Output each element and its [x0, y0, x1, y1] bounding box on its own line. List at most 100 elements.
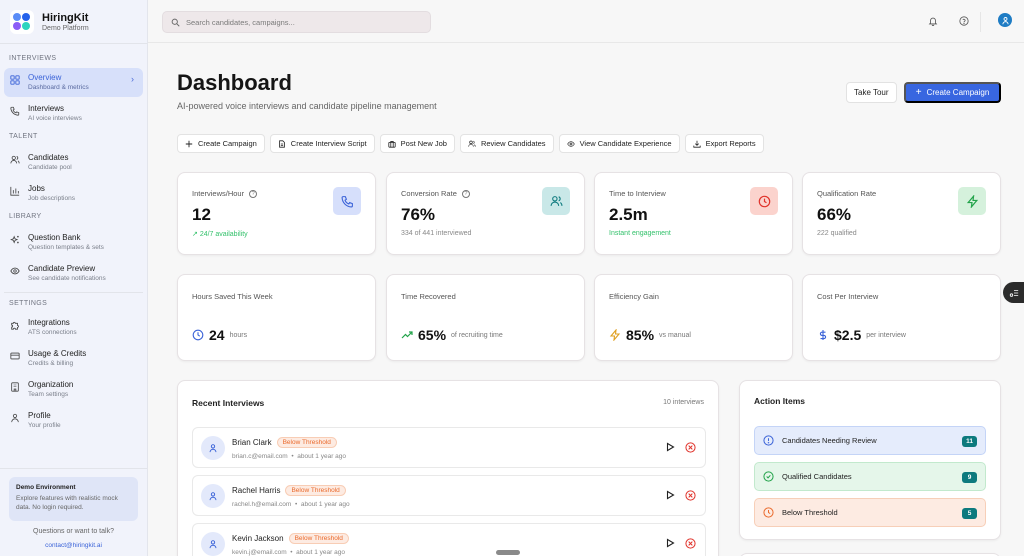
sidebar-item-candidates[interactable]: Candidates Candidate pool [4, 148, 143, 177]
sidebar-item-integrations[interactable]: Integrations ATS connections [4, 313, 143, 342]
status-badge: Below Threshold [276, 437, 337, 448]
nav-section-library: LIBRARY [9, 213, 42, 220]
brand-logo-icon [10, 9, 34, 34]
stat-value: 85% [626, 327, 655, 343]
quick-action-export-reports[interactable]: Export Reports [684, 134, 764, 153]
sidebar-item-label: Integrations [28, 318, 70, 327]
sidebar-item-organization[interactable]: Organization Team settings [4, 375, 143, 404]
quick-action-label: View Candidate Experience [579, 139, 672, 148]
clock-icon [192, 329, 204, 341]
sidebar-item-label: Question Bank [28, 233, 81, 242]
interview-row[interactable]: Kevin Jackson Below Threshold kevin.j@ema… [192, 523, 706, 556]
quick-action-create-interview-script[interactable]: Create Interview Script [269, 134, 375, 153]
sidebar-item-interviews[interactable]: Interviews AI voice interviews [4, 99, 143, 128]
quick-action-post-new-job[interactable]: Post New Job [379, 134, 455, 153]
help-icon[interactable] [958, 15, 969, 26]
quick-action-create-campaign[interactable]: Create Campaign [177, 134, 265, 153]
interview-row[interactable]: Brian Clark Below Threshold brian.c@email… [192, 427, 706, 468]
document-icon [278, 139, 285, 148]
quick-action-label: Export Reports [705, 139, 756, 148]
stat-unit: hours [229, 331, 248, 339]
nav-section-talent: TALENT [9, 133, 38, 140]
play-icon[interactable] [665, 442, 675, 452]
action-item-below-threshold[interactable]: Below Threshold 5 [754, 498, 986, 527]
sidebar-item-usage-credits[interactable]: Usage & Credits Credits & billing [4, 344, 143, 373]
sidebar-item-label: Candidate Preview [28, 264, 96, 273]
sidebar-item-label: Overview [28, 73, 62, 82]
sidebar-item-label: Candidates [28, 153, 69, 162]
kpi-label: Conversion Rate [401, 189, 457, 198]
stat-value: $2.5 [834, 327, 862, 343]
clock-icon [763, 507, 774, 518]
user-icon [209, 492, 217, 501]
candidate-meta: kevin.j@email.com • about 1 year ago [232, 549, 345, 556]
user-icon [209, 444, 217, 453]
stat-label: Time Recovered [401, 292, 456, 301]
kpi-label: Interviews/Hour [192, 189, 245, 198]
create-campaign-label: Create Campaign [926, 88, 990, 97]
play-icon[interactable] [665, 538, 675, 548]
play-icon[interactable] [665, 490, 675, 500]
user-icon [10, 413, 20, 423]
search-input[interactable] [186, 17, 406, 27]
sidebar-item-candidate-preview[interactable]: Candidate Preview See candidate notifica… [4, 259, 143, 288]
action-label: Below Threshold [782, 508, 838, 517]
reject-icon[interactable] [685, 442, 696, 453]
users-icon [542, 187, 570, 215]
brand[interactable]: HiringKit Demo Platform [0, 0, 147, 44]
quick-action-label: Review Candidates [480, 139, 546, 148]
help-icon[interactable]: ? [249, 189, 258, 198]
plus-icon [185, 140, 193, 147]
user-avatar[interactable] [998, 13, 1012, 27]
reject-icon[interactable] [685, 538, 696, 549]
quick-action-review-candidates[interactable]: Review Candidates [459, 134, 554, 153]
take-tour-button[interactable]: Take Tour [846, 82, 897, 103]
sidebar-item-label: Jobs [28, 184, 45, 193]
plus-icon: + [915, 87, 922, 98]
interview-row[interactable]: Rachel Harris Below Threshold rachel.h@em… [192, 475, 706, 516]
sidebar-item-overview[interactable]: Overview Dashboard & metrics › [4, 68, 143, 97]
kpi-card-conversion-rate: Conversion Rate? 76% 334 of 441 intervie… [386, 172, 585, 255]
stat-card-hours-saved: Hours Saved This Week 24 hours [177, 274, 376, 361]
clock-icon [750, 187, 778, 215]
sidebar-item-jobs[interactable]: Jobs Job descriptions [4, 179, 143, 208]
nav-divider [4, 292, 143, 293]
nav-section-settings: SETTINGS [9, 300, 48, 307]
demo-title: Demo Environment [16, 484, 76, 491]
reject-icon[interactable] [685, 490, 696, 501]
create-campaign-button[interactable]: + Create Campaign [904, 82, 1001, 103]
quick-action-view-candidate-experience[interactable]: View Candidate Experience [558, 134, 680, 153]
stat-card-cost-per-interview: Cost Per Interview $2.5 per interview [802, 274, 1001, 361]
chevron-right-icon: › [131, 74, 134, 84]
kpi-label: Time to Interview [609, 189, 666, 198]
user-icon [209, 540, 217, 549]
status-badge: Below Threshold [288, 533, 349, 544]
search-box[interactable] [162, 11, 431, 33]
kpi-value: 2.5m [609, 205, 648, 224]
kpi-label: Qualification Rate [817, 189, 877, 198]
bolt-icon [958, 187, 986, 215]
help-icon[interactable]: ? [461, 189, 470, 198]
dollar-icon [819, 330, 827, 340]
quick-actions: Create Campaign Create Interview Script … [177, 134, 764, 153]
section-title: Recent Interviews [192, 398, 265, 408]
contact-email-link[interactable]: contact@hiringkit.ai [45, 542, 102, 549]
action-item-qualified[interactable]: Qualified Candidates 9 [754, 462, 986, 491]
main-content: Dashboard AI-powered voice interviews an… [148, 43, 1024, 556]
sidebar-item-question-bank[interactable]: Question Bank Question templates & sets [4, 228, 143, 257]
building-icon [10, 382, 20, 392]
sidebar-item-profile[interactable]: Profile Your profile [4, 406, 143, 435]
scroll-handle[interactable] [496, 550, 520, 555]
sidebar-item-sub: Credits & billing [28, 360, 74, 367]
bolt-icon [609, 329, 621, 341]
users-icon [10, 155, 20, 165]
kpi-value: 76% [401, 205, 436, 224]
floating-settings-button[interactable] [1003, 282, 1024, 303]
demo-text: Explore features with realistic mock dat… [16, 495, 118, 511]
stat-label: Hours Saved This Week [192, 292, 273, 301]
action-item-needing-review[interactable]: Candidates Needing Review 11 [754, 426, 986, 455]
page-title: Dashboard [177, 70, 292, 95]
bell-icon[interactable] [927, 15, 938, 26]
sidebar-item-sub: Your profile [28, 422, 61, 429]
candidate-meta: brian.c@email.com • about 1 year ago [232, 453, 347, 460]
